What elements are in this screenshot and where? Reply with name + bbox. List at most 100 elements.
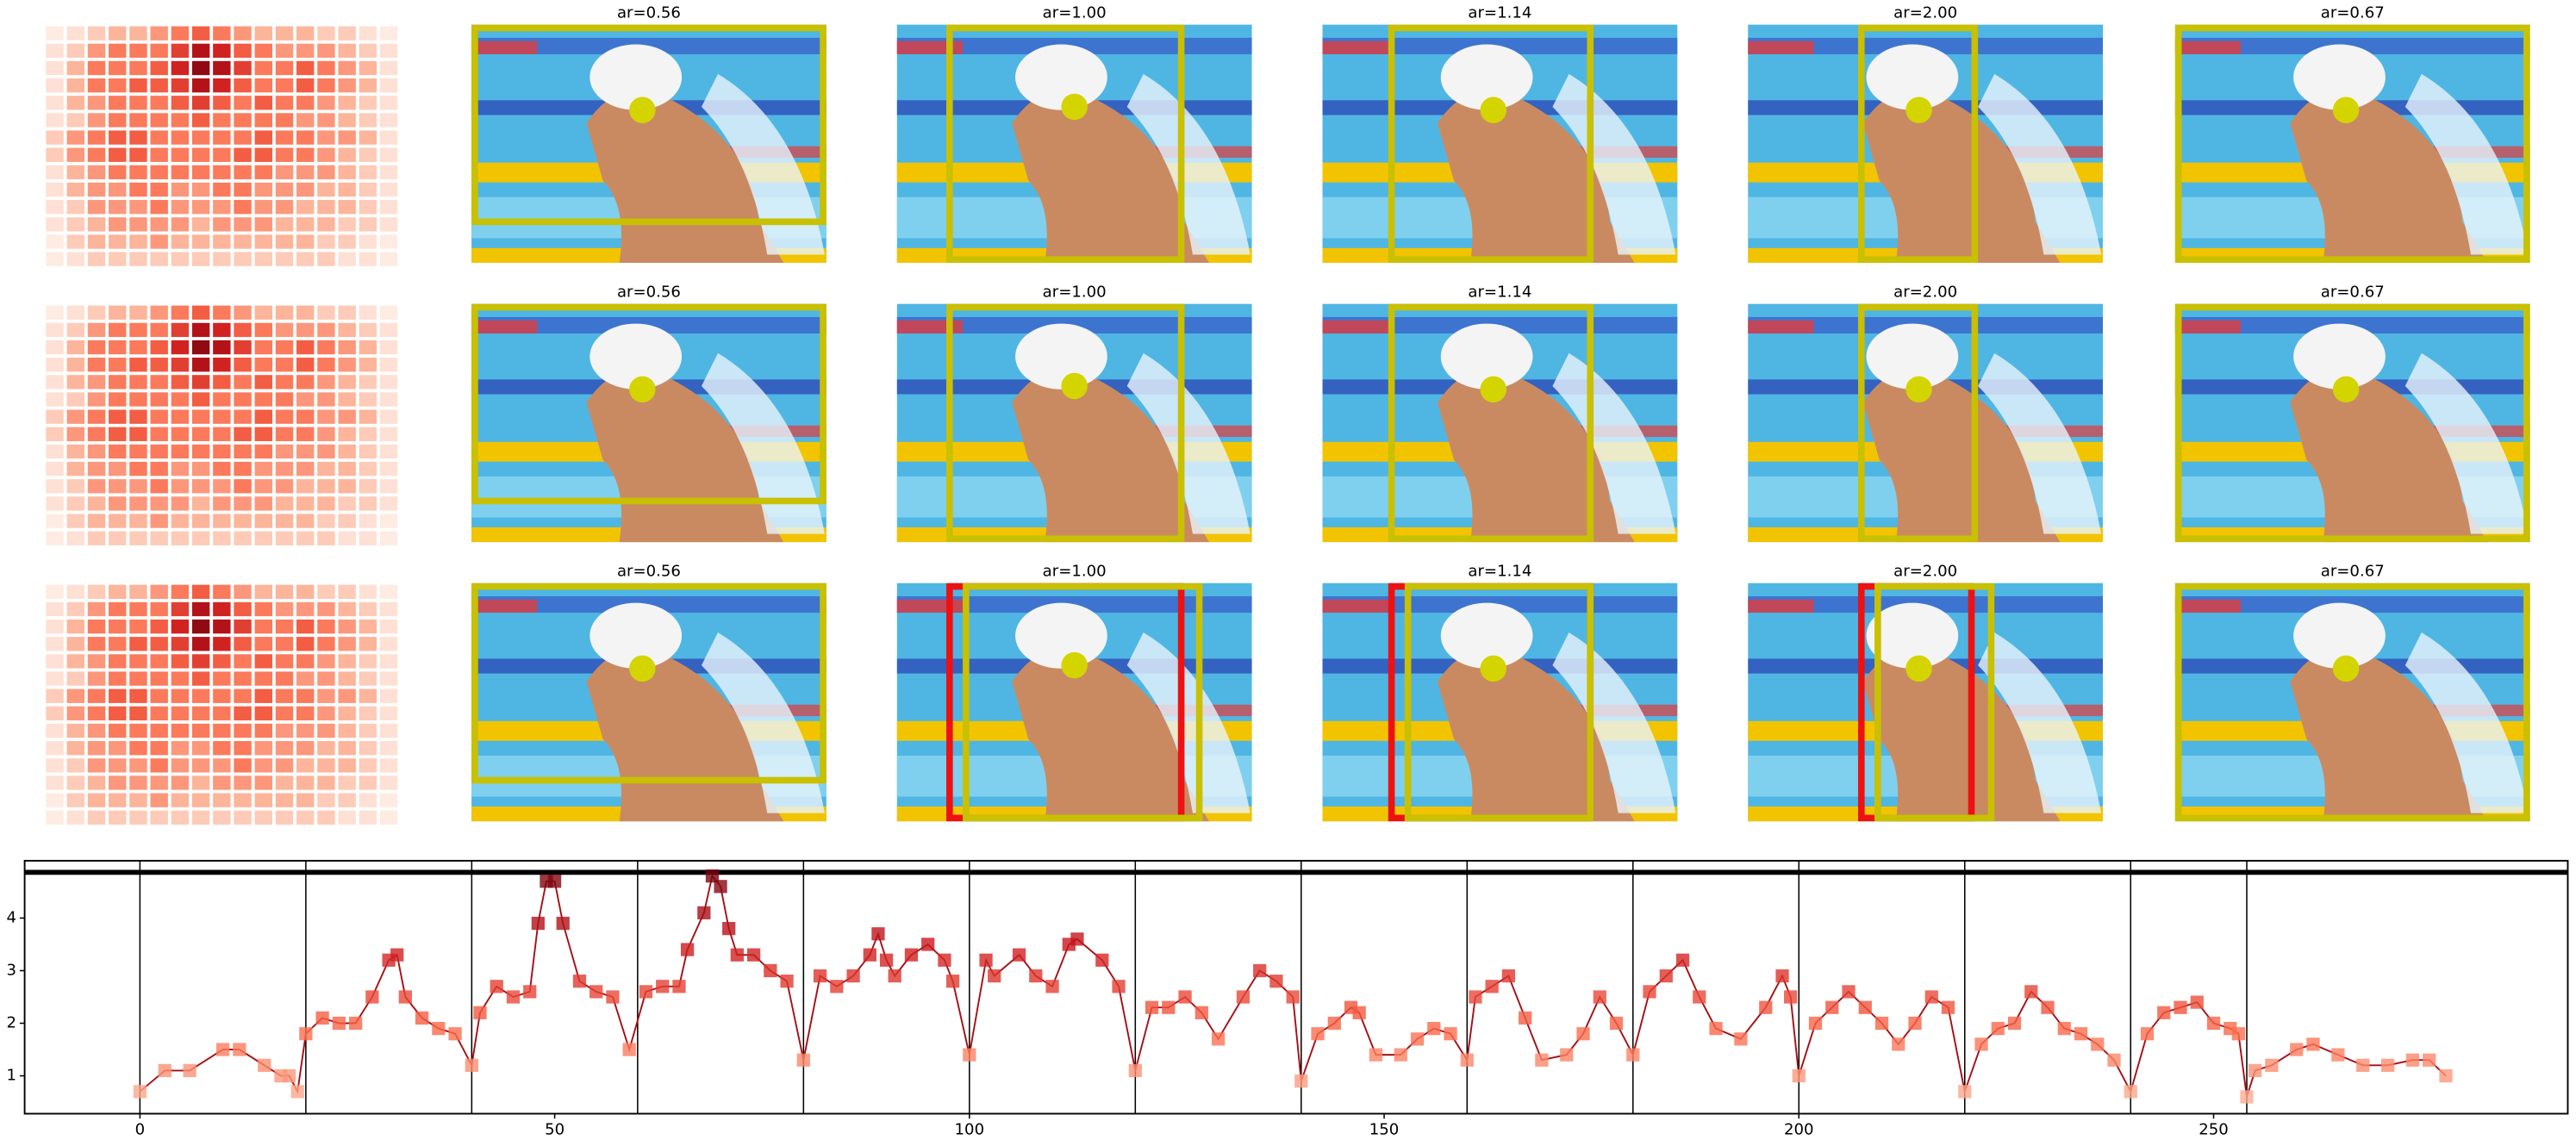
heatmap-cell — [296, 601, 315, 617]
heatmap-cell — [296, 392, 315, 407]
heatmap-cell — [296, 496, 315, 511]
heatmap-cell — [109, 637, 127, 651]
data-marker — [215, 1043, 230, 1056]
heatmap-cell — [234, 305, 252, 320]
keypoint — [2332, 97, 2360, 123]
y-tick-label: 2 — [7, 1013, 17, 1031]
data-marker — [714, 880, 727, 894]
heatmap-cell — [191, 461, 210, 477]
heatmap-cell — [379, 147, 398, 162]
heatmap-cell — [66, 514, 85, 528]
heatmap-cell — [275, 409, 294, 424]
yellow-box — [946, 303, 1185, 543]
heatmap-cell — [275, 182, 294, 197]
heatmap-cell — [213, 741, 231, 756]
heatmap-cell — [109, 409, 127, 424]
heatmap-cell — [275, 130, 294, 145]
heatmap-cell — [379, 496, 398, 511]
heatmap-cell — [46, 26, 64, 40]
heatmap-cell — [275, 444, 294, 459]
photo — [471, 303, 826, 543]
heatmap-cell — [129, 688, 147, 703]
heatmap-cell — [296, 741, 315, 756]
heatmap-cell — [359, 461, 377, 477]
heatmap-cell — [191, 322, 210, 338]
heatmap-cell — [46, 444, 64, 459]
data-marker — [1784, 990, 1798, 1004]
heatmap-cell — [171, 654, 190, 669]
data-marker — [1609, 1016, 1624, 1031]
heatmap-cell — [275, 165, 294, 180]
heatmap-cell — [46, 305, 64, 320]
heatmap-cell — [109, 688, 127, 703]
heatmap-cell — [66, 60, 85, 76]
heatmap-cell — [150, 637, 168, 651]
heatmap-cell — [109, 810, 127, 825]
heatmap-cell — [109, 113, 127, 128]
heatmap-cell — [129, 375, 147, 389]
heatmap-cell — [171, 217, 190, 232]
heatmap-cell — [317, 584, 335, 599]
keypoint — [1905, 376, 1932, 403]
heatmap-cell — [191, 776, 210, 790]
heatmap-cell — [66, 496, 85, 511]
heatmap-cell — [338, 601, 356, 617]
heatmap-cell — [379, 358, 398, 372]
heatmap-cell — [234, 130, 252, 145]
heatmap-cell — [66, 793, 85, 807]
heatmap-cell — [129, 584, 147, 599]
heatmap-cell — [296, 584, 315, 599]
heatmap-cell — [129, 182, 147, 197]
heatmap-cell — [234, 322, 252, 338]
heatmap-cell — [150, 514, 168, 528]
heatmap-cell — [150, 461, 168, 477]
heatmap-cell — [338, 688, 356, 703]
heatmap-cell — [191, 688, 210, 703]
heatmap-cell — [66, 671, 85, 686]
heatmap-cell — [338, 165, 356, 180]
heatmap-cell — [129, 531, 147, 545]
heatmap-cell — [359, 340, 377, 355]
heatmap-cell — [296, 130, 315, 145]
heatmap-cell — [317, 531, 335, 545]
heatmap-cell — [191, 358, 210, 372]
heatmap-cell — [46, 654, 64, 669]
heatmap-cell — [317, 340, 335, 355]
data-marker — [1194, 1006, 1208, 1019]
heatmap-cell — [191, 409, 210, 424]
heatmap-cell — [66, 637, 85, 651]
heatmap-cell — [338, 392, 356, 407]
heatmap-cell — [191, 113, 210, 128]
heatmap-cell — [150, 96, 168, 110]
heatmap-cell — [379, 601, 398, 617]
heatmap-cell — [338, 375, 356, 389]
heatmap-cell — [46, 479, 64, 494]
heatmap-cell — [150, 200, 168, 215]
heatmap-cell — [150, 409, 168, 424]
heatmap-cell — [379, 322, 398, 338]
heatmap-cell — [317, 479, 335, 494]
heatmap-cell — [109, 252, 127, 266]
data-marker — [1858, 1000, 1872, 1014]
heatmap-cell — [359, 200, 377, 215]
heatmap-cell — [129, 776, 147, 790]
heatmap-cell — [317, 392, 335, 407]
heatmap-cell — [254, 96, 272, 110]
heatmap-cell — [46, 427, 64, 441]
data-marker — [1128, 1063, 1142, 1078]
data-marker — [1560, 1048, 1574, 1062]
heatmap-cell — [66, 723, 85, 738]
heatmap-cell — [254, 358, 272, 372]
heatmap-cell — [379, 706, 398, 721]
keypoint — [2332, 655, 2360, 682]
heatmap-cell — [129, 637, 147, 651]
data-marker — [183, 1063, 196, 1078]
heatmap-cell — [338, 654, 356, 669]
heatmap-cell — [46, 741, 64, 756]
heatmap-cell — [150, 147, 168, 162]
heatmap-cell — [191, 340, 210, 355]
yellow-box — [1404, 582, 1594, 822]
heatmap-cell — [338, 810, 356, 825]
heatmap-cell — [109, 43, 127, 59]
heatmap-cell — [317, 758, 335, 773]
